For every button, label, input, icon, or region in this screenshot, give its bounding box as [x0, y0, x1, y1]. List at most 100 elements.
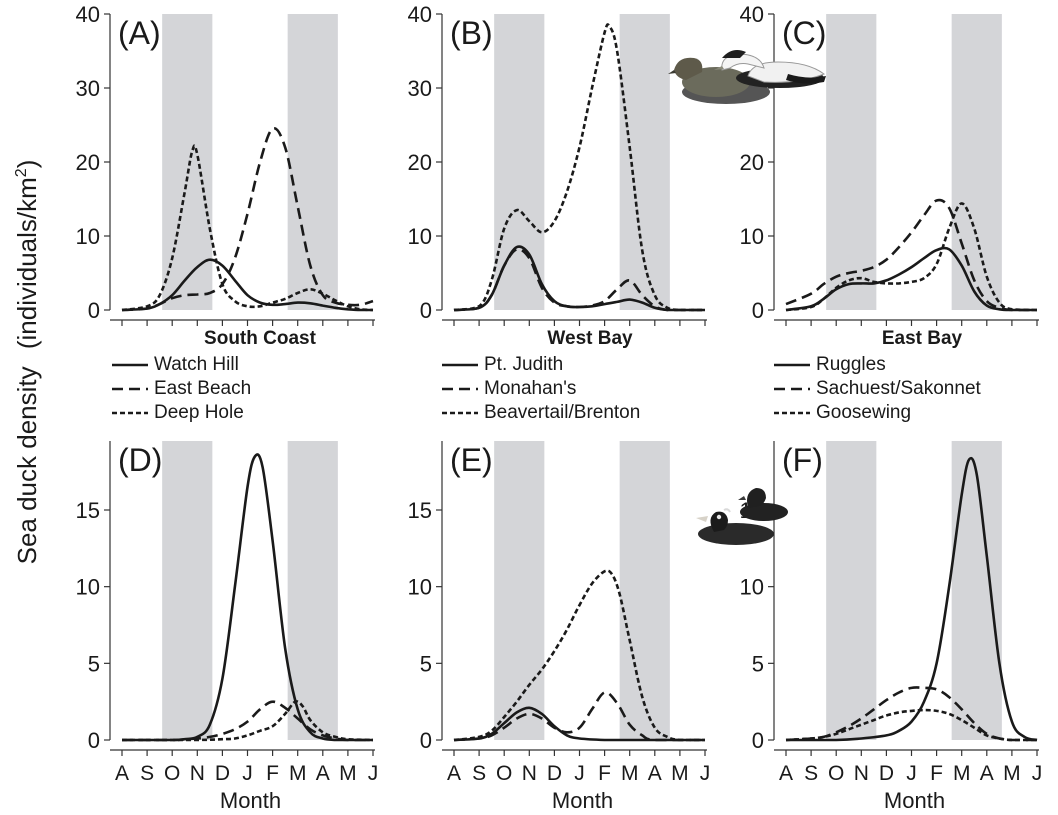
series-line-beavertail-brenton	[453, 569, 705, 742]
legend-item-goosewing: Goosewing	[772, 401, 1058, 425]
scoter-pair-icon	[696, 488, 788, 545]
x-tick-label: M	[621, 762, 639, 785]
chart-panels: 010203040(A)010203040(B)010203040(C)0510…	[76, 2, 1043, 813]
series-line-east-beach	[121, 700, 373, 742]
panel-label: (D)	[118, 442, 162, 478]
series-line-monahan-s	[453, 691, 705, 742]
y-tick-label: 40	[76, 2, 100, 27]
x-tick-label: D	[879, 762, 894, 785]
y-tick-label: 20	[740, 150, 764, 175]
y-tick-label: 20	[76, 150, 100, 175]
y-axis-label-units-sup: 2	[13, 168, 30, 177]
y-tick-label: 10	[408, 224, 432, 249]
shaded-period-2	[287, 441, 338, 740]
panel-label: (F)	[782, 442, 823, 478]
shaded-period-2	[619, 441, 670, 740]
series-line-pt-judith	[453, 706, 705, 742]
x-tick-label: M	[671, 762, 689, 785]
solid-line-swatch	[442, 363, 478, 367]
x-tick-label: A	[779, 762, 793, 785]
series-line-deep-hole	[121, 144, 374, 312]
x-axis-label: Month	[552, 788, 613, 813]
x-tick-label: J	[1032, 762, 1043, 785]
x-tick-label: O	[164, 762, 180, 785]
y-tick-label: 10	[740, 224, 764, 249]
x-tick-label: F	[598, 762, 611, 785]
legend-label: Ruggles	[816, 354, 886, 375]
y-tick-label: 0	[420, 298, 432, 323]
series-line-deep-hole	[121, 700, 374, 742]
series-line-sachuest-sakonnet	[785, 198, 1037, 312]
x-tick-label: M	[953, 762, 971, 785]
legend-south-coast: South Coast Watch Hill East Beach Deep H…	[110, 327, 410, 425]
series-line-ruggles	[785, 456, 1038, 742]
shaded-period-1	[162, 441, 213, 740]
y-axis-label: Sea duck density (individuals/km2)	[12, 160, 42, 565]
y-tick-label: 10	[408, 575, 432, 600]
x-tick-label: S	[140, 762, 154, 785]
x-tick-label: D	[215, 762, 230, 785]
x-tick-label: O	[828, 762, 844, 785]
legend-item-east-beach: East Beach	[110, 377, 410, 401]
y-tick-label: 10	[76, 224, 100, 249]
x-tick-label: J	[574, 762, 585, 785]
y-tick-label: 30	[76, 76, 100, 101]
legend-label: Deep Hole	[154, 402, 244, 423]
y-tick-label: 0	[420, 728, 432, 753]
shaded-period-2	[287, 14, 338, 310]
y-tick-label: 5	[88, 651, 100, 676]
shaded-period-2	[951, 441, 1002, 740]
series-line-east-beach	[121, 126, 374, 312]
y-tick-label: 0	[752, 728, 764, 753]
solid-line-swatch	[112, 363, 148, 367]
x-tick-label: A	[980, 762, 994, 785]
series-line-sachuest-sakonnet	[785, 686, 1037, 742]
shaded-period-1	[494, 14, 545, 310]
shaded-period-1	[826, 441, 877, 740]
x-tick-label: F	[930, 762, 943, 785]
legend-label: Beavertail/Brenton	[484, 402, 641, 423]
y-tick-label: 0	[752, 298, 764, 323]
x-tick-label: S	[472, 762, 486, 785]
chart-panel-a: 0 10 20 30 40 (A)	[76, 2, 375, 326]
legend-label: Sachuest/Sakonnet	[816, 378, 981, 399]
y-tick-label: 40	[408, 2, 432, 27]
x-tick-label: A	[115, 762, 129, 785]
dashed-line-swatch	[112, 387, 148, 391]
x-tick-label: J	[906, 762, 917, 785]
x-tick-label: D	[547, 762, 562, 785]
y-tick-label: 15	[408, 498, 432, 523]
legend-label: East Beach	[154, 378, 252, 399]
x-tick-label: J	[368, 762, 379, 785]
y-tick-label: 40	[740, 2, 764, 27]
legend-item-beavertail-brenton: Beavertail/Brenton	[440, 401, 740, 425]
dotted-line-swatch	[442, 411, 478, 415]
panel-label: (A)	[118, 15, 161, 51]
dashed-line-swatch	[774, 387, 810, 391]
legend-west-bay: West Bay Pt. Judith Monahan's Beavertail…	[440, 327, 740, 425]
legend-item-pt-judith: Pt. Judith	[440, 353, 740, 377]
x-tick-label: J	[242, 762, 253, 785]
y-axis-label-units: (individuals/km	[12, 177, 42, 349]
x-tick-label: F	[266, 762, 279, 785]
y-tick-label: 5	[420, 651, 432, 676]
x-tick-label: A	[648, 762, 662, 785]
x-axis-label: Month	[220, 788, 281, 813]
panel-label: (B)	[450, 15, 493, 51]
legend-title: East Bay	[881, 328, 963, 349]
shaded-period-1	[494, 441, 545, 740]
y-tick-label: 10	[740, 575, 764, 600]
x-tick-label: J	[700, 762, 711, 785]
panel-label: (C)	[782, 15, 826, 51]
legend-label: Pt. Judith	[484, 354, 564, 375]
common-eider-pair-icon	[668, 50, 826, 104]
dotted-line-swatch	[112, 411, 148, 415]
x-tick-label: S	[804, 762, 818, 785]
x-tick-label: N	[190, 762, 205, 785]
chart-panel-b: 0 10 20 30 40 (B)	[408, 2, 707, 326]
legend-east-bay: East Bay Ruggles Sachuest/Sakonnet Goose…	[772, 327, 1058, 425]
